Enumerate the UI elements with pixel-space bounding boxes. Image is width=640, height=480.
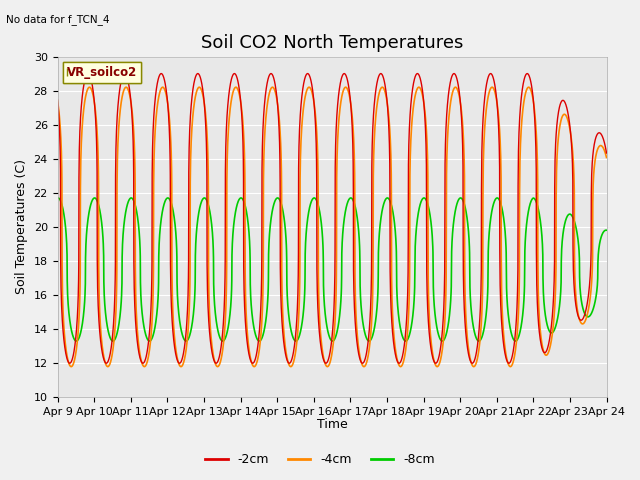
Y-axis label: Soil Temperatures (C): Soil Temperatures (C): [15, 159, 28, 294]
-8cm: [420, 195, 428, 201]
Title: Soil CO2 North Temperatures: Soil CO2 North Temperatures: [201, 34, 463, 52]
-2cm: [533, 289, 541, 295]
-8cm: [116, 312, 124, 318]
-4cm: [533, 144, 541, 150]
-4cm: [116, 108, 124, 114]
-4cm: [264, 96, 272, 102]
-2cm: [264, 76, 272, 82]
Legend: -2cm, -4cm, -8cm: -2cm, -4cm, -8cm: [200, 448, 440, 471]
-2cm: [603, 150, 611, 156]
-2cm: [592, 134, 600, 140]
-2cm: [288, 356, 296, 362]
Line: -4cm: -4cm: [58, 87, 607, 367]
-4cm: [592, 152, 600, 158]
Line: -2cm: -2cm: [58, 73, 607, 363]
-8cm: [402, 338, 410, 344]
-2cm: [54, 96, 61, 102]
-4cm: [149, 304, 157, 310]
-2cm: [116, 84, 124, 90]
-2cm: [413, 71, 421, 76]
-8cm: [592, 293, 600, 299]
-4cm: [603, 155, 611, 160]
-4cm: [288, 363, 296, 369]
X-axis label: Time: Time: [317, 419, 348, 432]
Text: No data for f_TCN_4: No data for f_TCN_4: [6, 14, 110, 25]
-8cm: [264, 291, 272, 297]
Line: -8cm: -8cm: [58, 198, 607, 341]
-8cm: [54, 195, 61, 201]
-8cm: [288, 331, 296, 336]
-8cm: [533, 201, 541, 207]
-8cm: [603, 228, 611, 233]
-4cm: [415, 84, 422, 90]
-8cm: [149, 334, 157, 339]
-4cm: [54, 98, 61, 104]
-4cm: [433, 364, 441, 370]
Legend: VR_soilco2: VR_soilco2: [63, 62, 141, 83]
-2cm: [149, 138, 157, 144]
-2cm: [432, 360, 440, 366]
